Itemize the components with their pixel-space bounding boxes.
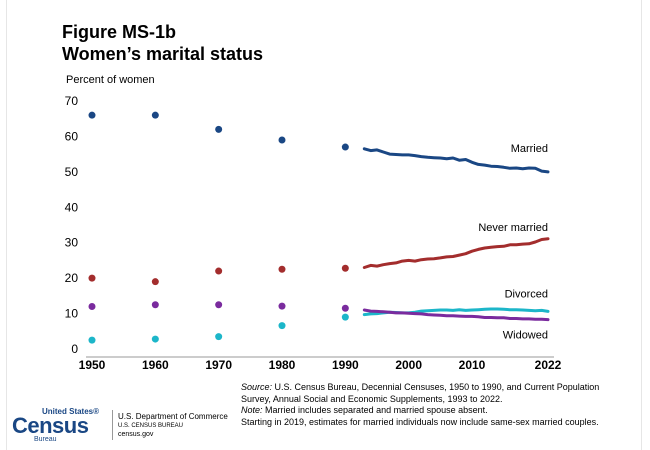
logo-top-text: United States®	[42, 407, 100, 416]
y-tick-label: 50	[65, 165, 79, 179]
point-widowed	[215, 301, 223, 309]
point-divorced	[88, 336, 96, 344]
x-tick-label: 1960	[142, 358, 169, 372]
series-divorced	[88, 307, 550, 344]
dept-line-3: census.gov	[118, 431, 154, 438]
line-never-married	[362, 237, 550, 269]
series-labels: Married Never married Divorced Widowed	[478, 143, 548, 342]
series-widowed	[88, 301, 550, 322]
note-label: Note:	[241, 405, 263, 415]
point-widowed	[341, 304, 349, 312]
point-never-married	[278, 265, 286, 273]
x-tick-label: 1970	[205, 358, 232, 372]
label-widowed: Widowed	[503, 330, 548, 342]
logo-main-text: Census	[12, 413, 89, 438]
y-axis-ticks: 0 10 20 30 40 50 60 70	[65, 94, 79, 356]
source-label: Source:	[241, 382, 273, 392]
point-never-married	[341, 264, 349, 272]
point-divorced	[278, 322, 286, 330]
figure-title: Women’s marital status	[62, 44, 264, 64]
y-tick-label: 0	[71, 342, 78, 356]
label-divorced: Divorced	[505, 288, 548, 300]
x-tick-label: 1990	[332, 358, 359, 372]
source-text: U.S. Census Bureau, Decennial Censuses, …	[241, 382, 600, 404]
y-tick-label: 30	[65, 236, 79, 250]
point-divorced	[215, 333, 223, 341]
source-notes: Source: U.S. Census Bureau, Decennial Ce…	[241, 382, 601, 428]
page-edge-right	[641, 0, 642, 450]
point-married	[88, 111, 96, 119]
line-widowed	[362, 308, 550, 322]
point-widowed	[278, 302, 286, 310]
point-divorced	[151, 335, 159, 343]
page-edge-left	[6, 0, 7, 450]
point-never-married	[215, 267, 223, 275]
census-logo: United States® Census Bureau	[12, 408, 99, 444]
x-axis-ticks: 1950 1960 1970 1980 1990 2000 2010 2022	[79, 358, 562, 372]
point-married	[341, 143, 349, 151]
label-married: Married	[511, 143, 548, 155]
y-tick-label: 70	[65, 94, 79, 108]
footer-divider	[112, 410, 113, 440]
point-married	[215, 125, 223, 133]
note-text: Married includes separated and married s…	[262, 405, 488, 415]
y-axis-label: Percent of women	[66, 74, 155, 86]
point-widowed	[88, 302, 96, 310]
series-layer	[88, 111, 550, 344]
point-never-married	[151, 278, 159, 286]
y-tick-label: 40	[65, 200, 79, 214]
department-info: U.S. Department of Commerce U.S. CENSUS …	[118, 412, 228, 439]
point-never-married	[88, 274, 96, 282]
point-widowed	[151, 301, 159, 309]
note-line: Note: Married includes separated and mar…	[241, 405, 601, 417]
dept-line-2: U.S. CENSUS BUREAU	[118, 423, 184, 429]
point-married	[278, 136, 286, 144]
extra-note: Starting in 2019, estimates for married …	[241, 416, 599, 427]
source-line: Source: U.S. Census Bureau, Decennial Ce…	[241, 382, 601, 405]
line-married	[362, 147, 550, 174]
x-tick-label: 1980	[269, 358, 296, 372]
x-tick-label: 2022	[535, 358, 562, 372]
series-never-married	[88, 237, 550, 286]
point-divorced	[341, 313, 349, 321]
series-married	[88, 111, 550, 174]
logo-bottom-text: Bureau	[34, 436, 57, 443]
figure-number: Figure MS-1b	[62, 22, 177, 42]
point-married	[151, 111, 159, 119]
dept-line-1: U.S. Department of Commerce	[118, 412, 228, 421]
x-tick-label: 2010	[459, 358, 486, 372]
x-tick-label: 1950	[79, 358, 106, 372]
y-tick-label: 60	[65, 129, 79, 143]
label-never-married: Never married	[478, 222, 548, 234]
y-tick-label: 20	[65, 271, 79, 285]
x-tick-label: 2000	[395, 358, 422, 372]
y-tick-label: 10	[65, 307, 79, 321]
